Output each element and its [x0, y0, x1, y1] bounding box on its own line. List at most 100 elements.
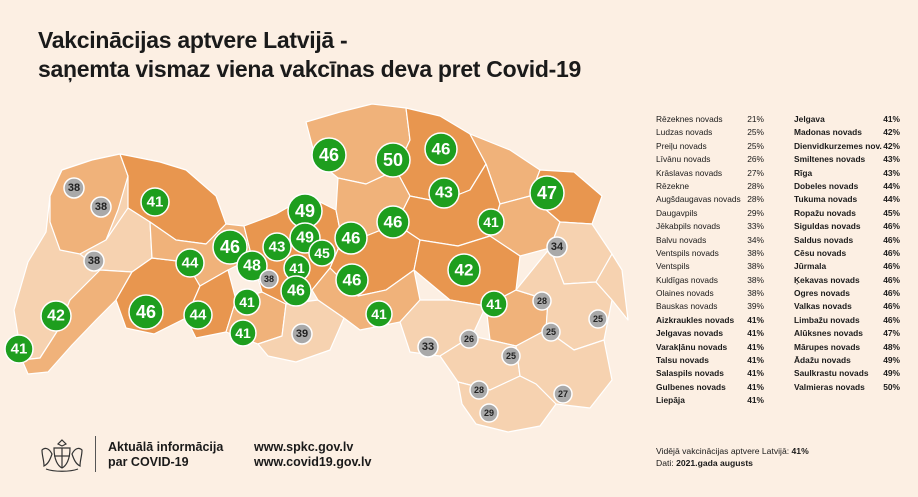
- region-percent: 46%: [883, 261, 900, 272]
- table-row: Limbažu novads 46%: [794, 314, 904, 327]
- table-row: Rēzekne 28%: [656, 180, 874, 193]
- table-row: Olaines novads 38%: [656, 287, 874, 300]
- coverage-marker: 39: [291, 323, 313, 345]
- title-line-1: Vakcinācijas aptvere Latvijā -: [38, 27, 348, 53]
- marker-circle: [183, 300, 213, 330]
- table-row: Dienvidkurzemes nov. 42%: [794, 140, 904, 153]
- table-row: Salaspils novads 41%: [656, 367, 874, 380]
- marker-value: 34: [551, 241, 564, 253]
- table-row: Ropažu novads 45%: [794, 207, 904, 220]
- region-name: Salaspils novads: [656, 368, 724, 379]
- marker-value: 44: [182, 255, 199, 272]
- marker-circle: [541, 322, 561, 342]
- region-percent: 50%: [883, 381, 900, 392]
- marker-value: 25: [593, 314, 603, 324]
- marker-circle: [477, 208, 505, 236]
- coverage-marker: 42: [40, 300, 72, 332]
- coverage-marker: 41: [365, 300, 393, 328]
- region-name: Ludzas novads: [656, 127, 713, 138]
- coverage-marker: 33: [417, 336, 439, 358]
- table-row: Kuldīgas novads 38%: [656, 274, 874, 287]
- coverage-marker: 46: [212, 229, 248, 265]
- region-percent: 44%: [883, 194, 900, 205]
- table-row: Ventspils novads 38%: [656, 247, 874, 260]
- coverage-marker: 41: [229, 319, 257, 347]
- region-rezekne: [515, 247, 613, 351]
- region-name: Saldus novads: [794, 234, 854, 245]
- region-name: Ventspils novads: [656, 247, 719, 258]
- region-name: Saulkrastu novads: [794, 368, 869, 379]
- marker-value: 41: [239, 294, 255, 310]
- marker-circle: [308, 239, 336, 267]
- region-percent: 48%: [883, 341, 900, 352]
- table-row: Liepāja 41%: [656, 394, 874, 407]
- region-name: Rīga: [794, 167, 813, 178]
- region-name: Limbažu novads: [794, 314, 860, 325]
- marker-circle: [4, 334, 34, 364]
- marker-value: 38: [95, 201, 107, 213]
- region-percent: 46%: [883, 247, 900, 258]
- marker-circle: [334, 221, 368, 255]
- coverage-marker: 49: [289, 222, 321, 254]
- marker-circle: [128, 294, 164, 330]
- region-percent: 41%: [747, 395, 764, 406]
- region-name: Jelgavas novads: [656, 328, 724, 339]
- link-spkc[interactable]: www.spkc.gov.lv: [254, 440, 354, 454]
- marker-value: 49: [295, 201, 315, 221]
- coverage-marker: 41: [283, 254, 311, 282]
- region-name: Siguldas novads: [794, 221, 861, 232]
- marker-value: 41: [371, 306, 387, 322]
- coverage-marker: 28: [469, 380, 489, 400]
- marker-value: 41: [483, 214, 499, 230]
- coverage-marker: 47: [529, 175, 565, 211]
- region-percent: 46%: [883, 234, 900, 245]
- marker-circle: [63, 177, 85, 199]
- average-coverage: Vidējā vakcinācijas aptvere Latvijā: 41%: [656, 445, 809, 457]
- marker-value: 46: [384, 213, 403, 232]
- region-percent: 41%: [747, 355, 764, 366]
- title-line-2: saņemta vismaz viena vakcīnas deva pret …: [38, 56, 581, 82]
- table-row: Ķekavas novads 46%: [794, 274, 904, 287]
- marker-circle: [311, 137, 347, 173]
- region-percent: 41%: [747, 328, 764, 339]
- region-percent: 43%: [883, 154, 900, 165]
- table-row: Daugavpils 29%: [656, 207, 874, 220]
- latvia-coat-of-arms-icon: [41, 439, 83, 472]
- marker-value: 41: [147, 194, 164, 211]
- region-name: Talsu novads: [656, 355, 709, 366]
- region-percent: 38%: [747, 288, 764, 299]
- marker-value: 46: [220, 237, 240, 257]
- coverage-table-right: Jelgava 41% Madonas novads 42% Dienvidkurzem…: [794, 113, 904, 394]
- table-row: Preiļu novads 25%: [656, 140, 874, 153]
- table-row: Madonas novads 42%: [794, 126, 904, 139]
- region-name: Cēsu novads: [794, 247, 847, 258]
- region-percent: 45%: [883, 207, 900, 218]
- region-percent: 41%: [747, 381, 764, 392]
- coverage-marker: 44: [183, 300, 213, 330]
- link-covid19[interactable]: www.covid19.gov.lv: [254, 455, 372, 469]
- marker-circle: [40, 300, 72, 332]
- region-name: Dienvidkurzemes nov.: [794, 140, 882, 151]
- region-name: Līvānu novads: [656, 154, 711, 165]
- footer-divider: [95, 436, 96, 472]
- region-percent: 25%: [747, 140, 764, 151]
- region-name: Preiļu novads: [656, 140, 707, 151]
- table-row: Jelgavas novads 41%: [656, 327, 874, 340]
- marker-circle: [424, 132, 458, 166]
- marker-circle: [480, 290, 508, 318]
- coverage-marker: 46: [424, 132, 458, 166]
- region-percent: 49%: [883, 368, 900, 379]
- table-row: Rīga 43%: [794, 167, 904, 180]
- coverage-marker: 43: [262, 232, 292, 262]
- region-name: Jelgava: [794, 114, 825, 124]
- marker-value: 38: [88, 255, 100, 267]
- marker-circle: [262, 232, 292, 262]
- region-percent: 28%: [747, 194, 764, 205]
- average-value: 41%: [791, 446, 809, 456]
- info-line-1: Aktuālā informācija: [108, 440, 224, 454]
- marker-value: 41: [235, 325, 251, 341]
- marker-circle: [532, 291, 552, 311]
- table-row: Gulbenes novads 41%: [656, 381, 874, 394]
- table-row: Mārupes novads 48%: [794, 341, 904, 354]
